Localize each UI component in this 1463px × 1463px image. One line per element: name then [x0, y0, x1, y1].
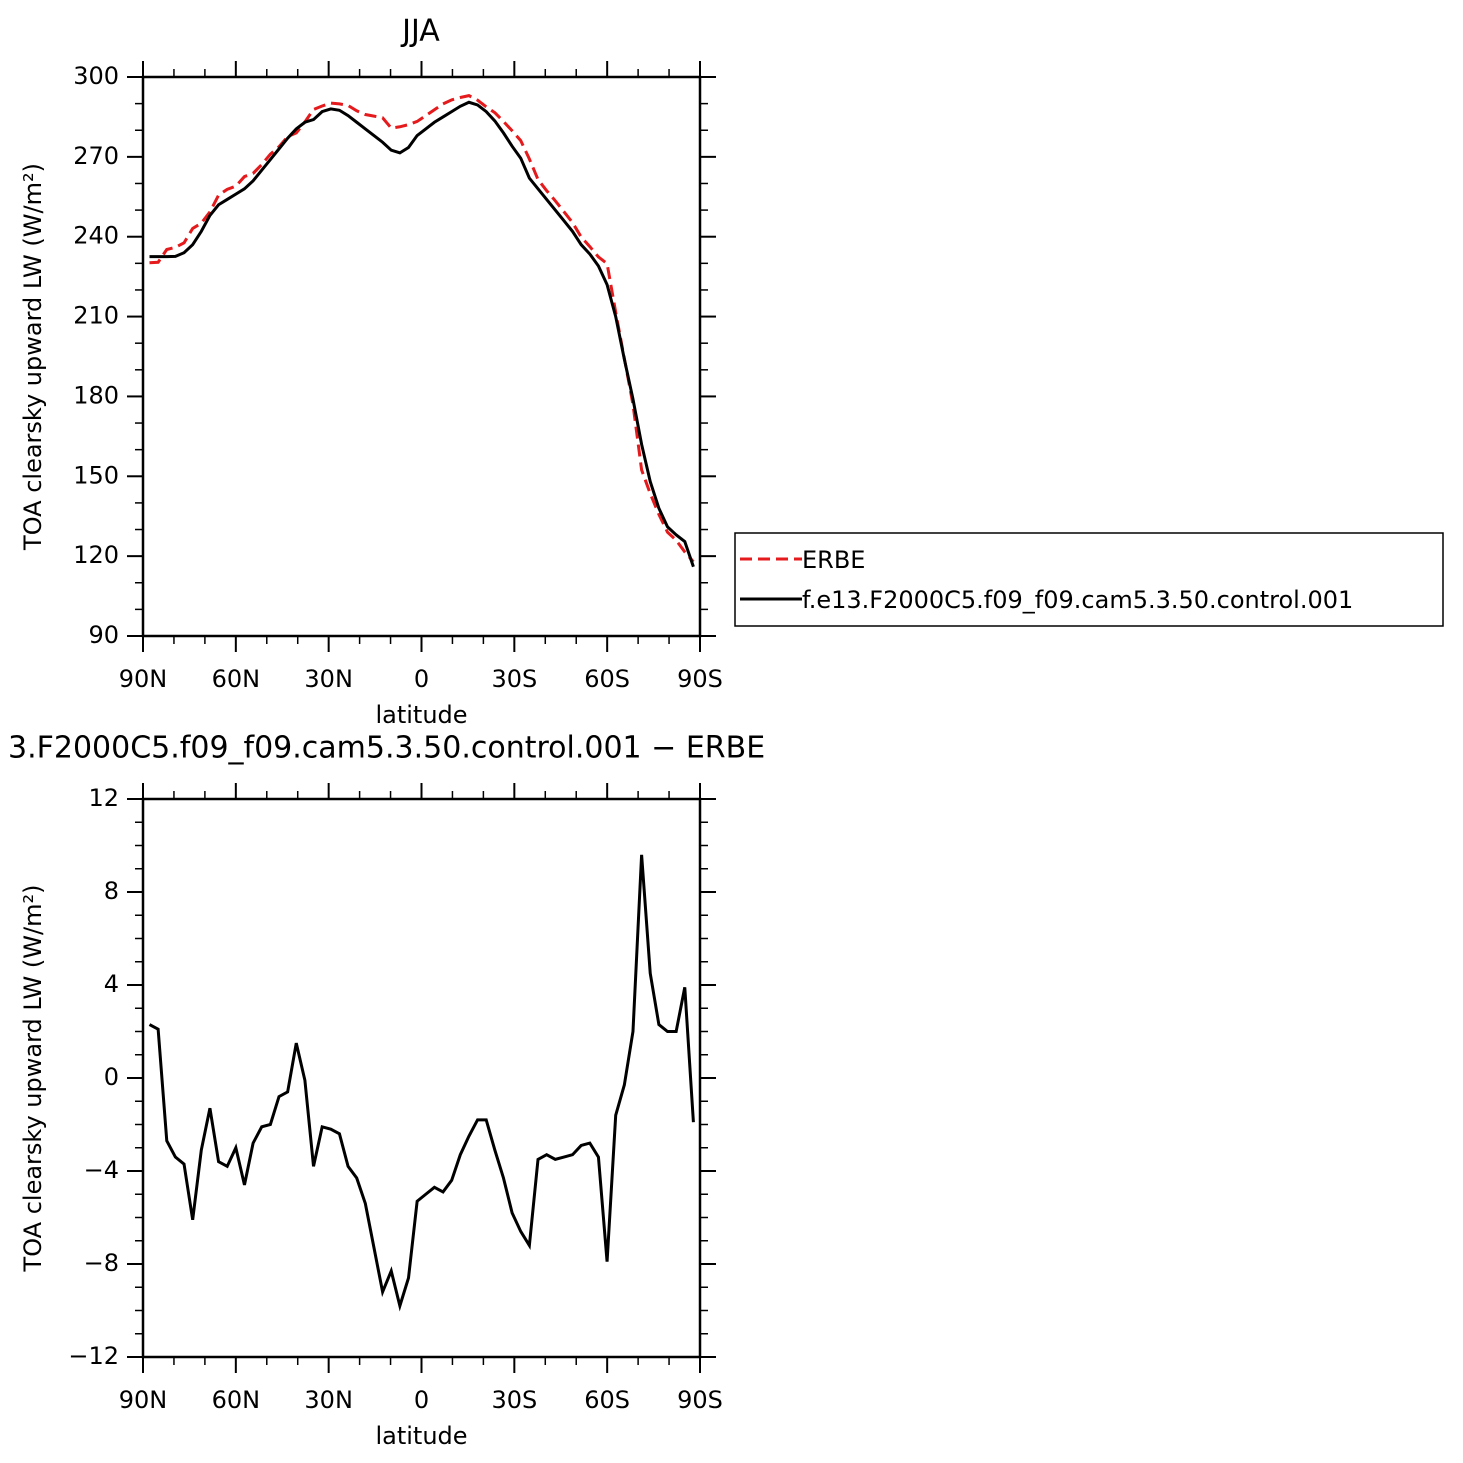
legend-label: ERBE	[802, 546, 865, 574]
x-tick-label: 30N	[304, 1386, 353, 1414]
y-tick-label: 180	[73, 381, 119, 409]
y-tick-label: 8	[104, 877, 119, 905]
y-tick-label: 240	[73, 222, 119, 250]
x-tick-label: 30S	[491, 1386, 537, 1414]
y-tick-label: 120	[73, 541, 119, 569]
x-tick-label: 90S	[677, 1386, 723, 1414]
x-tick-label: 30N	[304, 665, 353, 693]
data-line	[149, 100, 695, 568]
y-tick-label: 90	[88, 621, 119, 649]
y-tick-label: 210	[73, 302, 119, 330]
plot-frame	[141, 75, 702, 638]
x-tick-label: 90S	[677, 665, 723, 693]
x-tick-label: 60N	[212, 1386, 261, 1414]
x-tick-label: 30S	[491, 665, 537, 693]
plot-frame	[141, 797, 702, 1359]
chart-title: 3.F2000C5.f09_f09.cam5.3.50.control.001 …	[8, 731, 765, 766]
y-tick-label: −12	[68, 1342, 119, 1370]
x-tick-label: 0	[414, 665, 429, 693]
data-line	[148, 854, 695, 1312]
data-line	[149, 94, 695, 563]
y-tick-label: 12	[88, 784, 119, 812]
y-axis-label: TOA clearsky upward LW (W/m²)	[19, 885, 47, 1273]
chart-title: JJA	[400, 14, 440, 49]
y-tick-label: 300	[73, 62, 119, 90]
y-tick-label: 150	[73, 461, 119, 489]
x-axis-label: latitude	[375, 701, 467, 729]
y-tick-label: 4	[104, 970, 119, 998]
x-tick-label: 60N	[212, 665, 261, 693]
legend-label: f.e13.F2000C5.f09_f09.cam5.3.50.control.…	[802, 586, 1353, 614]
x-tick-label: 0	[414, 1386, 429, 1414]
y-tick-label: 270	[73, 142, 119, 170]
x-tick-label: 90N	[119, 665, 168, 693]
x-tick-label: 60S	[584, 1386, 630, 1414]
x-tick-label: 60S	[584, 665, 630, 693]
y-axis-label: TOA clearsky upward LW (W/m²)	[19, 163, 47, 551]
legend-box	[734, 532, 1444, 627]
x-tick-label: 90N	[119, 1386, 168, 1414]
y-tick-label: 0	[104, 1063, 119, 1091]
y-tick-label: −8	[84, 1249, 119, 1277]
y-tick-label: −4	[84, 1156, 119, 1184]
x-axis-label: latitude	[375, 1422, 467, 1450]
